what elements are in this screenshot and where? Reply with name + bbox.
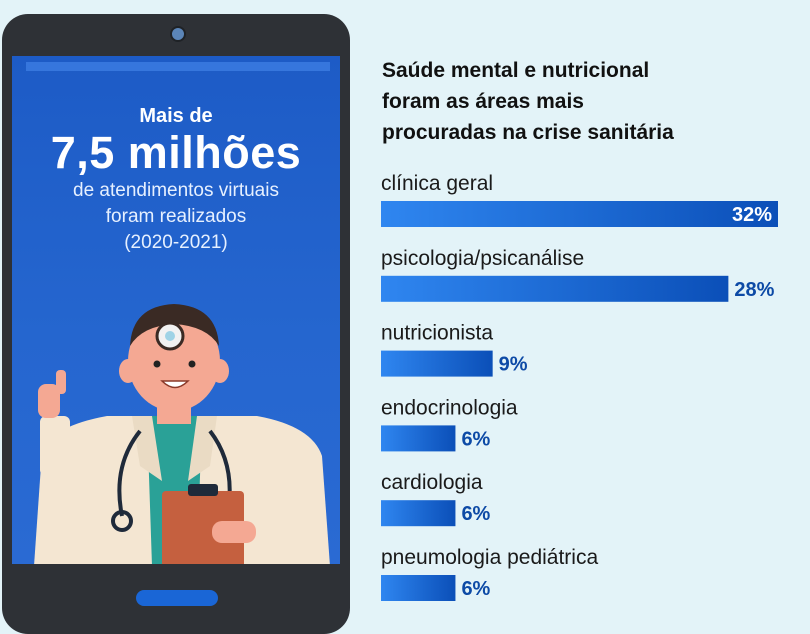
category-label: clínica geral	[381, 172, 493, 195]
bar	[381, 500, 456, 527]
doctor-icon	[34, 304, 330, 564]
value-label: 6%	[461, 578, 490, 600]
phone-screen: Mais de 7,5 milhões de atendimentos virt…	[12, 56, 340, 564]
category-label: cardiologia	[381, 471, 483, 494]
home-button	[136, 590, 218, 606]
headline: Mais de 7,5 milhões de atendimentos virt…	[12, 104, 340, 256]
phone-illustration: Mais de 7,5 milhões de atendimentos virt…	[2, 14, 350, 634]
chart-title: Saúde mental e nutricional foram as área…	[382, 59, 674, 144]
category-label: pneumologia pediátrica	[381, 546, 598, 569]
value-label: 32%	[732, 204, 772, 226]
headline-pre: Mais de	[139, 105, 213, 127]
value-label: 9%	[499, 354, 528, 376]
bar-chart: clínica geral 32% psicologia/psicanálise 28…	[381, 172, 778, 601]
category-label: nutricionista	[381, 322, 493, 345]
camera-icon	[170, 26, 186, 42]
bar	[381, 275, 729, 302]
bar	[381, 201, 778, 227]
headline-line-1: de atendimentos virtuais	[73, 180, 279, 201]
screen-top-bar	[26, 62, 330, 71]
bar	[381, 575, 456, 601]
value-label: 28%	[734, 279, 774, 301]
bar	[381, 425, 456, 452]
value-label: 6%	[461, 503, 490, 525]
category-label: endocrinologia	[381, 396, 518, 419]
value-label: 6%	[461, 428, 490, 450]
category-label: psicologia/psicanálise	[381, 247, 584, 270]
headline-line-2: foram realizados	[105, 206, 247, 227]
headline-big-number: 7,5 milhões	[50, 127, 302, 178]
headline-line-3: (2020-2021)	[124, 232, 228, 253]
bar	[381, 350, 493, 377]
